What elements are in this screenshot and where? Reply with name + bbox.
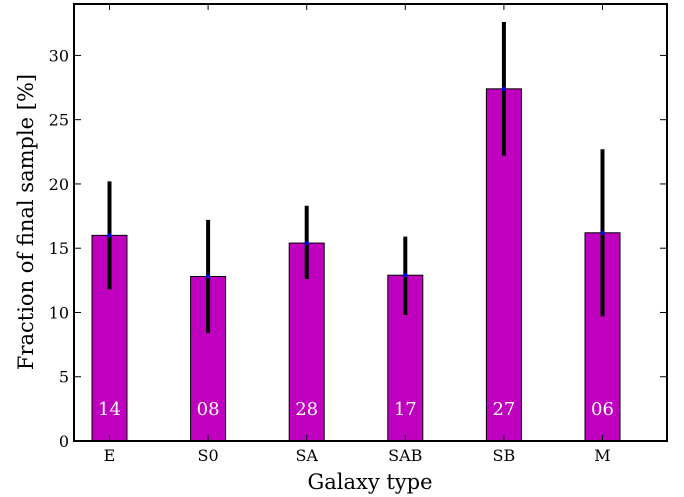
y-tick-label: 30 bbox=[49, 46, 69, 65]
bars-layer bbox=[91, 88, 621, 442]
bar-sab bbox=[387, 274, 424, 442]
value-marker-e bbox=[107, 233, 112, 238]
y-tick-label: 0 bbox=[59, 432, 69, 451]
bar-count-label: 27 bbox=[492, 399, 515, 420]
y-axis-label: Fraction of final sample [%] bbox=[14, 74, 38, 370]
y-tick-label: 20 bbox=[49, 175, 69, 194]
y-tick-label: 5 bbox=[59, 368, 69, 387]
bar-count-label: 14 bbox=[98, 399, 121, 420]
x-tick-label: M bbox=[594, 446, 610, 465]
value-marker-sa bbox=[304, 241, 309, 246]
value-marker-sab bbox=[403, 273, 408, 278]
value-marker-sb bbox=[501, 86, 506, 91]
y-axis-ticks: 0 5 10 15 20 25 30 bbox=[49, 46, 667, 451]
bar-count-label: 08 bbox=[197, 399, 220, 420]
errorbars-layer bbox=[107, 21, 605, 334]
plot-frame bbox=[73, 3, 668, 442]
x-tick-label: E bbox=[104, 446, 116, 465]
x-tick-label: SAB bbox=[388, 446, 422, 465]
bar-count-label: 06 bbox=[591, 399, 614, 420]
bar-count-label: 28 bbox=[295, 399, 318, 420]
bar-count-label: 17 bbox=[394, 399, 417, 420]
x-axis-ticks: E S0 SA SAB SB M bbox=[104, 4, 611, 465]
value-marker-m bbox=[600, 230, 605, 235]
x-tick-label: SB bbox=[493, 446, 516, 465]
x-tick-label: S0 bbox=[198, 446, 219, 465]
x-tick-label: SA bbox=[295, 446, 318, 465]
bar-labels-layer: 14 08 28 17 27 06 bbox=[98, 399, 614, 420]
y-tick-label: 15 bbox=[49, 239, 69, 258]
x-axis-label: Galaxy type bbox=[307, 470, 432, 494]
y-tick-label: 10 bbox=[49, 303, 69, 322]
y-tick-label: 25 bbox=[49, 111, 69, 130]
value-marker-s0 bbox=[206, 274, 211, 279]
